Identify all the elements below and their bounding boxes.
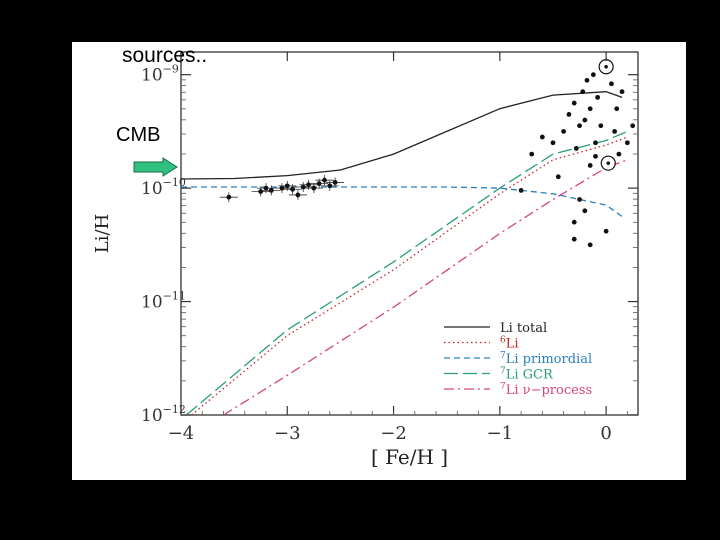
data-point bbox=[571, 236, 577, 242]
y-tick-label: 10−12 bbox=[141, 403, 186, 426]
data-point bbox=[587, 242, 593, 248]
data-point bbox=[582, 208, 588, 214]
axis-ticks: −4 −3 −2 −1 0 10−9 10−10 10−11 10−12 bbox=[141, 52, 638, 444]
data-point bbox=[258, 189, 264, 194]
data-point bbox=[284, 183, 290, 189]
slide-title: sources.. bbox=[122, 44, 208, 67]
data-point bbox=[624, 140, 630, 146]
data-point bbox=[614, 106, 620, 112]
data-point bbox=[571, 100, 577, 106]
data-point bbox=[226, 194, 232, 200]
data-point bbox=[609, 81, 614, 87]
chart: −4 −3 −2 −1 0 10−9 10−10 10−11 10−12 Li total6Li… bbox=[92, 51, 639, 469]
data-point bbox=[598, 123, 604, 129]
data-point bbox=[539, 134, 545, 140]
data-point bbox=[555, 174, 561, 180]
data-point bbox=[561, 129, 567, 134]
data-point bbox=[316, 181, 322, 186]
series-line-2 bbox=[181, 186, 623, 218]
data-point bbox=[593, 140, 598, 146]
data-point bbox=[279, 185, 285, 191]
x-tick-label: −4 bbox=[168, 423, 195, 444]
data-point bbox=[550, 140, 556, 146]
data-point bbox=[619, 89, 625, 95]
data-point bbox=[268, 187, 274, 193]
data-point bbox=[616, 151, 622, 157]
data-point bbox=[580, 89, 586, 95]
y-tick-label: 10−10 bbox=[141, 176, 186, 199]
y-axis-label: Li/H bbox=[92, 214, 113, 253]
cmb-arrow-icon bbox=[133, 157, 178, 177]
data-point bbox=[263, 185, 269, 191]
legend-label-4: 7Li ν−process bbox=[500, 382, 592, 398]
data-point bbox=[518, 187, 524, 193]
data-point bbox=[290, 186, 295, 192]
data-point bbox=[573, 146, 579, 151]
legend-label-0: Li total bbox=[500, 321, 547, 336]
x-axis-label: [ Fe/H ] bbox=[371, 445, 448, 469]
data-point bbox=[566, 111, 572, 117]
sun-symbol-center bbox=[604, 64, 608, 69]
data-point bbox=[587, 163, 593, 168]
data-point bbox=[571, 219, 577, 225]
series-line-0 bbox=[181, 91, 623, 180]
data-point bbox=[593, 153, 598, 159]
data-point bbox=[582, 117, 588, 123]
data-point bbox=[295, 192, 301, 198]
data-point bbox=[587, 106, 593, 112]
data-point bbox=[300, 184, 306, 190]
data-point bbox=[590, 72, 596, 78]
data-point bbox=[327, 183, 333, 189]
legend-label-3: 7Li GCR bbox=[500, 367, 554, 383]
legend-label-2: 7Li primordial bbox=[500, 351, 592, 367]
x-tick-label: −2 bbox=[380, 423, 407, 444]
x-tick-label: 0 bbox=[600, 423, 611, 444]
x-tick-label: −1 bbox=[487, 423, 514, 444]
data-point bbox=[577, 123, 582, 129]
series-line-3 bbox=[185, 130, 628, 415]
sun-symbol-center bbox=[606, 161, 611, 165]
series-line-1 bbox=[191, 136, 628, 415]
data-point bbox=[577, 197, 582, 202]
data-point bbox=[332, 180, 338, 185]
y-tick-label: 10−9 bbox=[141, 63, 179, 86]
x-tick-label: −3 bbox=[274, 423, 301, 444]
legend-label-1: 6Li bbox=[500, 336, 519, 352]
data-point bbox=[322, 177, 327, 183]
data-point bbox=[311, 185, 317, 191]
data-point bbox=[306, 182, 311, 188]
data-point bbox=[630, 123, 636, 129]
data-point bbox=[584, 77, 590, 83]
y-tick-label: 10−11 bbox=[141, 290, 186, 313]
data-point bbox=[529, 151, 535, 157]
slide-panel bbox=[72, 42, 686, 480]
data-point bbox=[595, 94, 601, 100]
data-points bbox=[219, 59, 636, 248]
data-point bbox=[612, 129, 618, 134]
series-line-4 bbox=[223, 159, 628, 415]
cmb-label: CMB bbox=[116, 124, 161, 146]
data-point bbox=[603, 228, 609, 234]
